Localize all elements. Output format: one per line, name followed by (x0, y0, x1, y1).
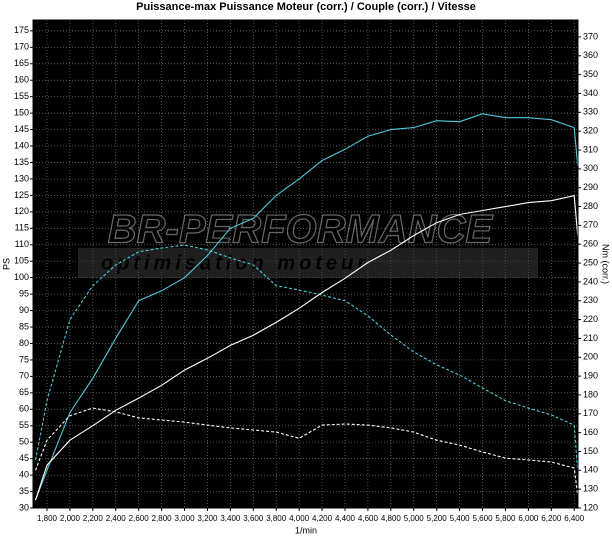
y2-tick-label: 300 (583, 163, 598, 173)
x-tick-label: 2,800 (152, 514, 173, 523)
plot-border (32, 19, 579, 509)
y2-axis-label: Nm (corr.) (601, 244, 611, 284)
y-tick-label: 100 (14, 272, 29, 282)
y-tick-label: 55 (19, 420, 29, 430)
x-tick-label: 1,800 (37, 514, 58, 523)
y2-tick-label: 240 (583, 276, 598, 286)
y-tick-label: 165 (14, 58, 29, 68)
x-tick-label: 4,800 (381, 514, 402, 523)
x-tick-label: 5,000 (404, 514, 425, 523)
x-tick-label: 4,000 (289, 514, 310, 523)
x-tick-label: 5,800 (495, 514, 516, 523)
y2-tick-label: 190 (583, 370, 598, 380)
y2-tick-label: 310 (583, 144, 598, 154)
x-tick-label: 3,000 (175, 514, 196, 523)
y-tick-label: 155 (14, 91, 29, 101)
x-tick-label: 5,400 (450, 514, 471, 523)
y2-tick-label: 280 (583, 201, 598, 211)
y2-tick-label: 330 (583, 107, 598, 117)
x-tick-label: 2,400 (106, 514, 127, 523)
y-tick-label: 175 (14, 25, 29, 35)
y2-tick-label: 320 (583, 126, 598, 136)
x-tick-label: 2,600 (129, 514, 150, 523)
y2-tick-label: 130 (583, 484, 598, 494)
y2-tick-label: 120 (583, 502, 598, 512)
y-tick-label: 80 (19, 338, 29, 348)
watermark-tagline: optimisation moteur (101, 252, 369, 274)
y-tick-label: 90 (19, 305, 29, 315)
x-tick-label: 5,200 (427, 514, 448, 523)
y2-tick-label: 230 (583, 295, 598, 305)
series-line (34, 195, 579, 501)
y-tick-label: 160 (14, 75, 29, 85)
y-tick-label: 170 (14, 42, 29, 52)
y-tick-label: 50 (19, 437, 29, 447)
series-line (34, 113, 579, 501)
y-tick-label: 65 (19, 387, 29, 397)
y-tick-label: 115 (15, 223, 29, 233)
x-tick-label: 5,600 (473, 514, 494, 523)
x-axis-label: 1/min (295, 525, 317, 535)
x-tick-label: 4,400 (335, 514, 356, 523)
watermark: BR-PERFORMANCE optimisation moteur (78, 207, 538, 278)
y2-tick-label: 170 (583, 408, 598, 418)
y-tick-label: 120 (14, 206, 29, 216)
x-tick-label: 3,200 (197, 514, 218, 523)
x-tick-label: 6,200 (541, 514, 562, 523)
y-tick-label: 105 (14, 256, 29, 266)
x-tick-label: 2,200 (83, 514, 104, 523)
y2-tick-label: 140 (583, 465, 598, 475)
x-tick-label: 3,400 (220, 514, 241, 523)
chart-title: Puissance-max Puissance Moteur (corr.) /… (136, 1, 476, 13)
series-line (34, 244, 579, 471)
y2-tick-label: 370 (583, 31, 598, 41)
y2-tick-label: 220 (583, 314, 598, 324)
watermark-band (78, 248, 538, 278)
y-tick-label: 60 (19, 404, 29, 414)
y2-tick-label: 150 (583, 446, 598, 456)
y2-tick-label: 180 (583, 389, 598, 399)
y2-tick-label: 270 (583, 220, 598, 230)
x-tick-label: 6,000 (518, 514, 539, 523)
y2-tick-label: 250 (583, 257, 598, 267)
y-tick-label: 135 (14, 157, 29, 167)
x-tick-label: 3,800 (266, 514, 287, 523)
x-tick-label: 4,600 (358, 514, 379, 523)
y-tick-label: 150 (14, 107, 29, 117)
y2-tick-label: 360 (583, 50, 598, 60)
y-tick-label: 95 (19, 288, 29, 298)
watermark-brand: BR-PERFORMANCE (108, 208, 494, 252)
x-tick-label: 4,200 (312, 514, 333, 523)
y2-tick-label: 160 (583, 427, 598, 437)
y2-tick-label: 290 (583, 182, 598, 192)
y-tick-label: 130 (14, 173, 29, 183)
y-tick-label: 40 (19, 469, 29, 479)
y-tick-label: 75 (19, 354, 29, 364)
x-tick-label: 6,400 (564, 514, 585, 523)
x-tick-label: 3,600 (243, 514, 264, 523)
y2-tick-label: 210 (583, 333, 598, 343)
y2-tick-label: 340 (583, 88, 598, 98)
y2-tick-label: 350 (583, 69, 598, 79)
y-tick-label: 45 (19, 453, 29, 463)
y-tick-label: 145 (14, 124, 29, 134)
y-tick-label: 140 (14, 140, 29, 150)
y-tick-label: 30 (19, 502, 29, 512)
y2-tick-label: 260 (583, 239, 598, 249)
series-line (34, 407, 579, 495)
y-tick-label: 35 (19, 486, 29, 496)
y-axis-label: PS (1, 258, 11, 270)
y-tick-label: 110 (15, 239, 29, 249)
x-tick-label: 2,000 (60, 514, 81, 523)
y-tick-label: 125 (14, 190, 29, 200)
y-tick-label: 85 (19, 321, 29, 331)
y2-tick-label: 200 (583, 352, 598, 362)
y-tick-label: 70 (19, 371, 29, 381)
